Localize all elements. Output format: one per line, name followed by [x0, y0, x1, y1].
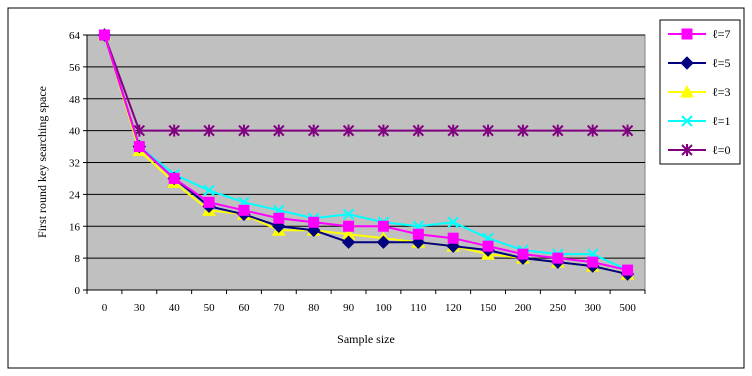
data-point	[342, 124, 355, 137]
y-tick-labels: 0 8 16 24 32 40 48 56 64	[69, 30, 81, 297]
x-tick-label: 40	[169, 302, 181, 314]
x-tick-label: 300	[584, 302, 601, 314]
data-point	[586, 124, 599, 137]
data-point	[273, 124, 285, 137]
legend-marker	[680, 84, 694, 98]
series-line	[103, 34, 628, 271]
legend-marker	[681, 115, 693, 127]
data-point	[238, 204, 250, 216]
data-point	[343, 220, 355, 232]
data-point	[412, 124, 425, 137]
axes	[83, 34, 646, 294]
legend-item: ℓ=0	[668, 143, 731, 157]
y-tick-label: 32	[69, 158, 80, 170]
series-layer	[97, 27, 635, 281]
data-point	[412, 228, 424, 240]
y-tick-label: 40	[69, 126, 81, 138]
legend-marker	[680, 56, 694, 70]
data-point	[447, 124, 459, 137]
data-point	[552, 252, 564, 264]
legend-marker	[681, 28, 693, 40]
data-point	[377, 124, 390, 137]
data-point	[376, 235, 391, 249]
y-tick-label: 0	[75, 285, 81, 297]
x-tick-label: 500	[619, 302, 636, 314]
legend-label: ℓ=7	[712, 27, 731, 41]
data-point	[552, 124, 564, 137]
data-point	[621, 124, 634, 137]
x-tick-label: 50	[204, 302, 216, 314]
data-point	[168, 172, 180, 184]
legend: ℓ=7 ℓ=5 ℓ=3 ℓ=1 ℓ=0	[659, 19, 741, 165]
x-tick-label: 80	[308, 302, 320, 314]
data-point	[341, 235, 356, 249]
x-tick-label: 200	[515, 302, 532, 314]
data-point	[203, 184, 215, 197]
legend-item: ℓ=7	[668, 27, 731, 41]
x-tick-label: 60	[238, 302, 250, 314]
data-point	[273, 212, 285, 224]
x-tick-label: 70	[273, 302, 285, 314]
data-point	[447, 232, 459, 244]
y-axis-title: First round key searching space	[35, 86, 49, 238]
x-tick-label: 110	[410, 302, 427, 314]
legend-item: ℓ=3	[668, 84, 731, 99]
y-tick-label: 56	[69, 62, 81, 74]
data-point	[98, 29, 110, 41]
data-point	[307, 124, 320, 137]
x-tick-label: 0	[102, 302, 108, 314]
series-0	[98, 29, 634, 276]
legend-label: ℓ=1	[712, 114, 731, 128]
data-point	[447, 216, 459, 228]
y-tick-label: 48	[69, 94, 81, 106]
data-point	[203, 196, 215, 208]
series-line	[103, 34, 628, 132]
data-point	[482, 240, 494, 252]
y-tick-label: 64	[69, 30, 81, 42]
y-tick-label: 8	[75, 253, 81, 265]
data-point	[482, 124, 494, 137]
x-tick-label: 30	[134, 302, 146, 314]
x-tick-label: 120	[445, 302, 462, 314]
data-point	[203, 124, 215, 137]
x-axis-title: Sample size	[337, 332, 395, 346]
data-point	[377, 220, 389, 232]
data-point	[587, 256, 599, 268]
data-point	[133, 141, 145, 153]
legend-marker	[681, 144, 693, 156]
series-line	[103, 34, 628, 276]
data-point	[622, 264, 634, 276]
data-point	[517, 248, 529, 260]
data-point	[342, 208, 355, 221]
data-point	[168, 124, 180, 137]
x-tick-labels: 0 30 40 50 60 70 80 90 100 110 120 150 200 250 300 500	[102, 302, 637, 314]
legend-label: ℓ=0	[712, 143, 731, 157]
data-point	[238, 124, 250, 137]
x-tick-label: 150	[480, 302, 497, 314]
x-tick-label: 250	[550, 302, 567, 314]
legend-label: ℓ=3	[712, 85, 731, 99]
legend-item: ℓ=5	[668, 56, 731, 70]
y-tick-label: 24	[69, 189, 81, 201]
x-tick-label: 100	[375, 302, 392, 314]
y-tick-label: 16	[69, 221, 81, 233]
x-tick-label: 90	[343, 302, 355, 314]
legend-label: ℓ=5	[712, 56, 731, 70]
data-point	[517, 124, 529, 137]
series-line	[103, 34, 628, 272]
legend-item: ℓ=1	[668, 114, 731, 128]
data-point	[308, 216, 320, 228]
